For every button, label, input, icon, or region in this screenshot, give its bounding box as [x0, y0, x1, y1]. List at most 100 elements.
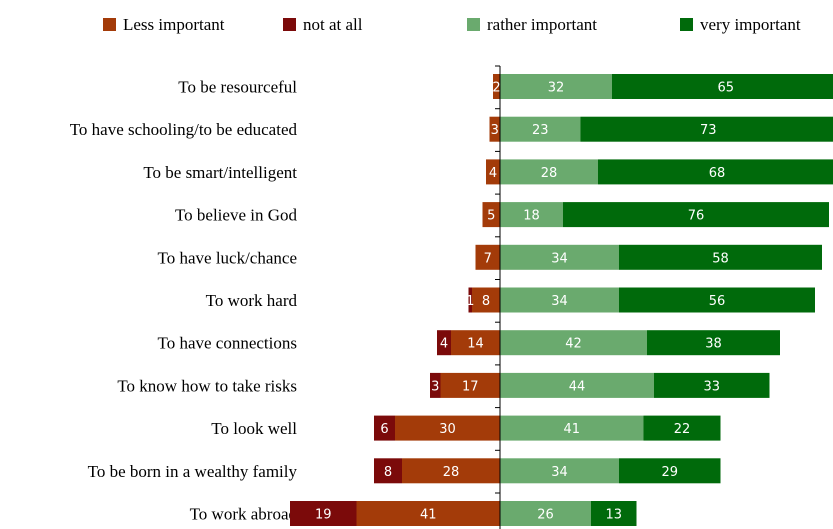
bar-value-label: 30	[439, 422, 456, 437]
zero-axis	[495, 65, 501, 529]
bar-value-label: 58	[712, 251, 729, 266]
bar-less-important	[395, 415, 500, 441]
category-label: To be resourceful	[178, 78, 297, 97]
bar-very-important	[643, 415, 721, 441]
bar-very-important	[591, 501, 637, 526]
bar-very-important	[619, 458, 721, 484]
category-label: To work hard	[206, 291, 298, 310]
legend-label-less-important: Less important	[123, 15, 225, 34]
bar-value-label: 34	[551, 465, 568, 480]
bar-value-label: 4	[489, 166, 497, 181]
bar-rather-important	[500, 116, 581, 142]
bar-value-label: 34	[551, 294, 568, 309]
bar-value-label: 8	[482, 294, 490, 309]
legend: Less important not at all rather important…	[103, 15, 801, 34]
bar-less-important	[472, 287, 500, 313]
bar-rather-important	[500, 74, 612, 99]
bar-very-important	[619, 287, 815, 313]
bar-less-important	[486, 159, 500, 185]
bar-very-important	[654, 372, 770, 398]
bar-very-important	[647, 330, 780, 356]
bar-value-label: 32	[548, 81, 565, 96]
bar-rather-important	[500, 330, 647, 356]
bar-less-important	[440, 372, 500, 398]
bar-value-label: 18	[523, 209, 540, 224]
bar-not-at-all	[430, 372, 441, 398]
bar-rather-important	[500, 501, 591, 526]
bar-value-label: 56	[709, 294, 726, 309]
bar-value-label: 22	[674, 422, 691, 437]
bar-rather-important	[500, 244, 619, 270]
bar-very-important	[563, 202, 829, 228]
bar-less-important	[475, 244, 500, 270]
bar-value-label: 41	[563, 422, 580, 437]
bar-value-label: 33	[703, 379, 720, 394]
bar-value-label: 8	[384, 465, 392, 480]
legend-swatch-rather-important	[467, 18, 480, 31]
bar-value-label: 28	[443, 465, 460, 480]
bar-not-at-all	[437, 330, 451, 356]
bar-very-important	[612, 74, 833, 99]
bar-value-label: 2	[492, 81, 500, 96]
bar-value-label: 29	[661, 465, 678, 480]
bar-value-label: 6	[380, 422, 388, 437]
bar-less-important	[489, 116, 500, 142]
bar-rather-important	[500, 458, 619, 484]
bar-value-label: 34	[551, 251, 568, 266]
category-label: To have connections	[158, 334, 298, 353]
bar-not-at-all	[290, 501, 357, 526]
bar-rather-important	[500, 287, 619, 313]
bar-value-label: 14	[467, 337, 484, 352]
legend-label-very-important: very important	[700, 15, 801, 34]
bar-rather-important	[500, 159, 598, 185]
bar-value-label: 38	[705, 337, 722, 352]
bar-not-at-all	[374, 458, 402, 484]
category-label: To know how to take risks	[117, 376, 297, 395]
category-labels: To be resourceful To have schooling/to be…	[70, 78, 298, 524]
bar-value-label: 4	[440, 337, 448, 352]
bar-value-label: 65	[717, 81, 734, 96]
category-label: To have schooling/to be educated	[70, 120, 298, 139]
legend-swatch-less-important	[103, 18, 116, 31]
bar-very-important	[598, 159, 833, 185]
legend-label-not-at-all: not at all	[303, 15, 363, 34]
bar-very-important	[580, 116, 833, 142]
bar-value-label: 3	[431, 379, 439, 394]
bar-value-label: 73	[700, 123, 717, 138]
bar-less-important	[482, 202, 500, 228]
bar-less-important	[493, 74, 500, 99]
bar-value-label: 44	[569, 379, 586, 394]
bar-value-label: 5	[487, 209, 495, 224]
bar-rather-important	[500, 202, 563, 228]
bar-value-label: 42	[565, 337, 582, 352]
bar-value-label: 13	[605, 508, 622, 523]
bar-less-important	[356, 501, 500, 526]
legend-swatch-very-important	[680, 18, 693, 31]
category-label: To have luck/chance	[158, 248, 297, 267]
bar-value-label: 7	[484, 251, 492, 266]
legend-label-rather-important: rather important	[487, 15, 597, 34]
bar-value-label: 41	[420, 508, 437, 523]
bar-value-label: 3	[491, 123, 499, 138]
category-label: To believe in God	[175, 206, 298, 225]
bar-not-at-all	[468, 287, 472, 313]
bar-value-label: 23	[532, 123, 549, 138]
bar-value-label: 1	[466, 294, 474, 309]
category-label: To look well	[211, 419, 297, 438]
bar-value-label: 76	[688, 209, 705, 224]
bar-value-label: 19	[315, 508, 332, 523]
bar-less-important	[402, 458, 500, 484]
bar-value-label: 28	[541, 166, 558, 181]
category-label: To be born in a wealthy family	[88, 462, 298, 481]
bar-value-label: 17	[462, 379, 479, 394]
bar-rather-important	[500, 415, 644, 441]
bar-less-important	[451, 330, 500, 356]
category-label: To work abroad	[190, 505, 298, 524]
category-label: To be smart/intelligent	[143, 163, 297, 182]
legend-swatch-not-at-all	[283, 18, 296, 31]
bar-value-label: 68	[709, 166, 726, 181]
bar-rather-important	[500, 372, 654, 398]
bar-not-at-all	[374, 415, 395, 441]
